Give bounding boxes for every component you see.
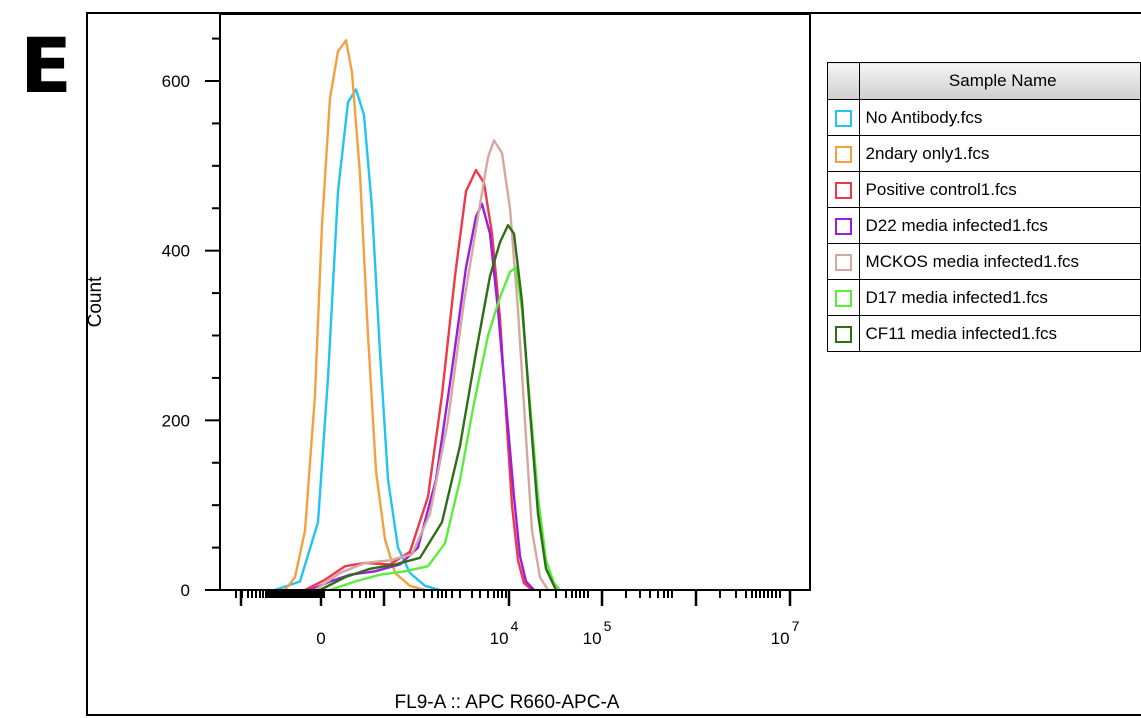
legend-swatch-icon [834,217,852,235]
legend-label: No Antibody.fcs [858,99,1141,136]
x-tick-label: 107 [771,618,800,648]
x-tick-label: 104 [490,618,519,648]
series-line-2 [284,39,426,592]
legend-swatch-cell [827,315,860,352]
legend-row: CF11 media infected1.fcs [827,315,1141,352]
legend-label: 2ndary only1.fcs [858,135,1141,172]
series-line-3 [304,168,533,592]
x-tick-exponent: 4 [511,618,519,634]
y-tick-label: 0 [181,581,190,600]
legend-swatch-cell [827,99,860,136]
plot-area-border [219,13,811,591]
y-axis-title: Count [85,276,106,327]
legend-label: D22 media infected1.fcs [858,207,1141,244]
legend-table: Sample Name No Antibody.fcs 2ndary only1.… [827,62,1141,352]
legend-row: MCKOS media infected1.fcs [827,243,1141,280]
legend-row: Positive control1.fcs [827,171,1141,208]
legend-row: No Antibody.fcs [827,99,1141,136]
series-line-6 [329,266,561,592]
legend-swatch-icon [834,181,852,199]
legend-rows: No Antibody.fcs 2ndary only1.fcs Positive … [827,99,1141,352]
x-axis: 0 104 105 107 [235,590,800,648]
series-line-7 [319,223,558,592]
legend-swatch-cell [827,279,860,316]
legend-swatch-cell [827,207,860,244]
legend-row: 2ndary only1.fcs [827,135,1141,172]
series-line-4 [309,202,535,592]
legend-label: CF11 media infected1.fcs [858,315,1141,352]
legend-swatch-icon [834,145,852,163]
y-tick-label: 400 [162,242,190,261]
series-group [274,39,561,592]
x-tick-label: 0 [316,629,325,648]
x-axis-title: FL9-A :: APC R660-APC-A [395,692,620,713]
y-axis: 0 200 400 600 [162,37,220,600]
legend-swatch-cell [827,135,860,172]
series-line-1 [274,88,441,592]
legend-swatch-cell [827,171,860,208]
legend-label: Positive control1.fcs [858,171,1141,208]
legend-swatch-icon [834,253,852,271]
legend-header: Sample Name [858,62,1141,100]
y-tick-label: 600 [162,72,190,91]
legend-label: D17 media infected1.fcs [858,279,1141,316]
x-tick-exponent: 7 [792,618,800,634]
legend-header-swatch-cell [827,62,860,100]
y-tick-label: 200 [162,411,190,430]
legend-swatch-cell [827,243,860,280]
legend-swatch-icon [834,109,852,127]
series-line-5 [314,139,550,591]
legend-label: MCKOS media infected1.fcs [858,243,1141,280]
legend-row: D17 media infected1.fcs [827,279,1141,316]
legend-row: D22 media infected1.fcs [827,207,1141,244]
x-tick-exponent: 5 [604,618,612,634]
x-tick-label: 105 [583,618,612,648]
panel-label: E [20,21,72,110]
legend-swatch-icon [834,289,852,307]
legend-swatch-icon [834,325,852,343]
